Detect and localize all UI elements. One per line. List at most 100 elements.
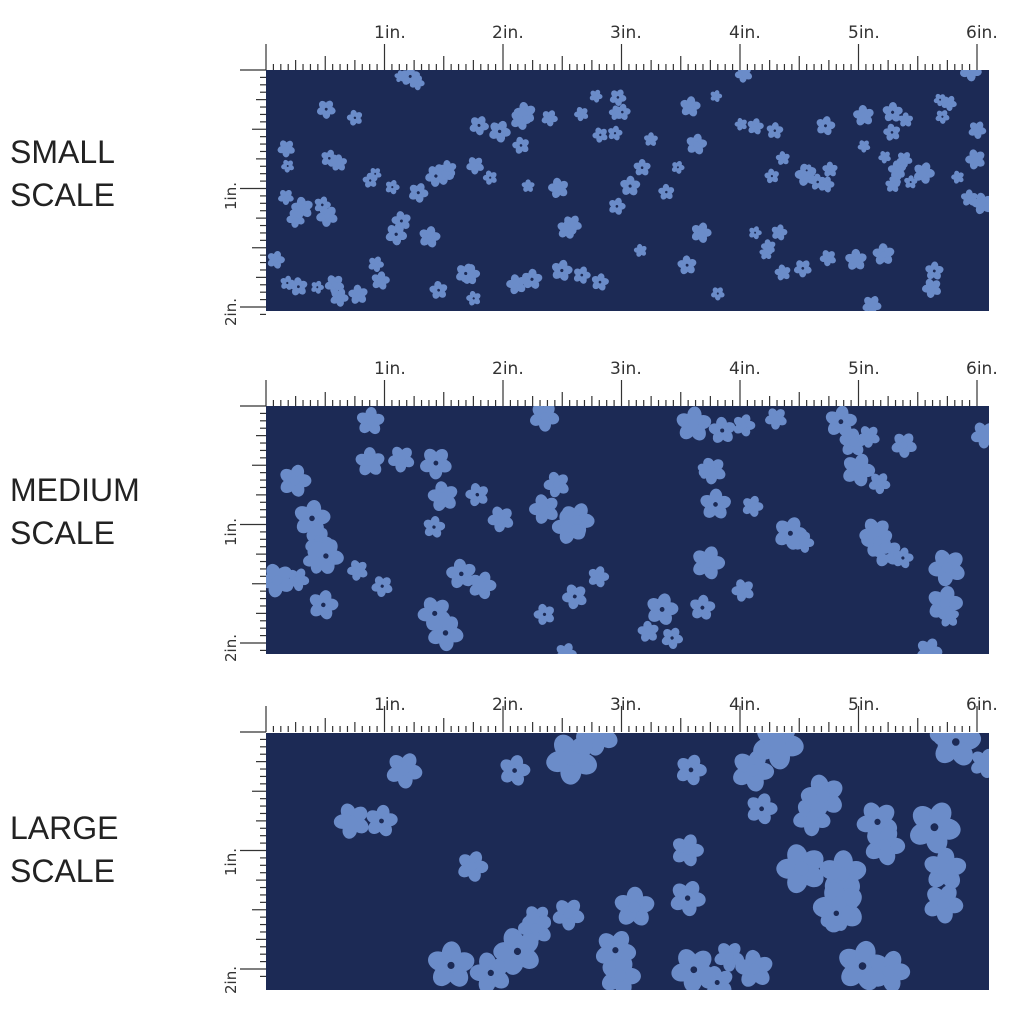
ruler: 1in. 2in. 3in. 4in. 5in. 6in. 1in. 1in. … <box>222 695 998 994</box>
flower-motif <box>735 949 773 987</box>
ruler: 1in. 2in. 3in. 4in. 5in. 6in. 1in. 2in. <box>222 359 998 662</box>
flower-pattern <box>267 70 989 311</box>
flower-motif <box>843 453 876 487</box>
flower-motif <box>693 546 726 580</box>
flower-motif <box>429 280 448 299</box>
scale-label: MEDIUM SCALE <box>10 469 140 555</box>
flower-motif <box>825 406 857 437</box>
ruler-label-3in: 3in. <box>610 695 642 715</box>
flower-motif <box>348 284 368 304</box>
flower-motif <box>589 89 603 103</box>
flower-motif <box>898 112 913 127</box>
flower-motif <box>672 834 704 867</box>
flower-motif <box>511 109 532 130</box>
flower-motif <box>700 488 731 519</box>
ruler-label-6in: 6in. <box>966 695 998 715</box>
flower-motif <box>330 288 349 307</box>
ruler-label-3in: 3in. <box>610 359 642 379</box>
flower-motif <box>861 525 893 557</box>
flower-motif <box>933 93 947 107</box>
flower-motif <box>690 594 716 620</box>
flower-motif <box>620 175 641 196</box>
scale-label-line1: LARGE <box>10 810 119 846</box>
flower-motif <box>747 118 764 135</box>
flower-motif <box>601 955 641 990</box>
panel-medium-scale: MEDIUM SCALE 1in. 2in. 3in. 4in. 5in. 6i… <box>0 336 1024 662</box>
flower-motif <box>427 941 475 987</box>
flower-motif <box>819 895 855 931</box>
flower-motif <box>614 886 655 926</box>
fabric-swatch <box>266 733 989 990</box>
ruler: 1in. 2in. 3in. 4in. 5in. 6in. 1in. 2in. <box>222 23 998 326</box>
flower-motif <box>800 774 843 818</box>
flower-motif <box>816 116 836 136</box>
flower-motif <box>928 586 963 621</box>
flower-motif <box>409 183 429 203</box>
scale-label-line2: SCALE <box>10 853 115 889</box>
flower-motif <box>676 754 707 786</box>
ruler-label-1in: 1in. <box>374 359 406 379</box>
ruler-label-5in: 5in. <box>848 23 880 43</box>
flower-motif <box>466 157 484 175</box>
flower-motif <box>324 275 345 295</box>
flower-motif <box>676 406 712 441</box>
flower-motif <box>637 620 659 642</box>
ruler-vlabel-1in-large: 1in. <box>222 848 240 876</box>
flower-motif <box>465 483 488 507</box>
flower-motif <box>521 179 535 192</box>
ruler-label-4in: 4in. <box>729 695 761 715</box>
flower-motif <box>609 89 627 106</box>
flower-motif <box>869 950 911 990</box>
ruler-label-4in: 4in. <box>729 359 761 379</box>
flower-motif <box>456 263 477 284</box>
flower-motif <box>552 899 585 931</box>
flower-motif <box>388 446 415 473</box>
ruler-vlabel-2in: 2in. <box>222 966 240 994</box>
flower-motif <box>469 571 497 600</box>
flower-motif <box>909 802 961 854</box>
flower-motif <box>346 109 363 126</box>
flower-motif <box>731 579 754 602</box>
flower-motif <box>423 516 446 538</box>
flower-motif <box>309 539 344 574</box>
flower-motif <box>734 117 747 131</box>
flower-motif <box>868 473 891 495</box>
flower-motif <box>562 215 582 235</box>
flower-motif <box>800 164 814 178</box>
flower-motif <box>466 290 481 306</box>
flower-motif <box>294 500 331 536</box>
flower-motif <box>771 224 788 241</box>
flower-motif <box>543 471 569 498</box>
flower-motif <box>291 196 313 219</box>
ruler-label-1in: 1in. <box>374 695 406 715</box>
flower-motif <box>281 159 294 173</box>
flower-motif <box>633 158 651 176</box>
flower-motif <box>588 566 610 588</box>
flower-motif <box>267 250 285 269</box>
scale-label-line1: SMALL <box>10 134 115 170</box>
flower-motif <box>924 884 964 924</box>
flower-motif <box>670 881 706 917</box>
ruler-label-3in: 3in. <box>610 23 642 43</box>
flower-motif <box>893 547 914 569</box>
flower-motif <box>314 196 331 214</box>
flower-motif <box>764 168 779 184</box>
flower-motif <box>904 175 918 189</box>
flower-motif <box>362 172 378 188</box>
flower-motif <box>960 70 982 82</box>
flower-motif <box>742 495 764 517</box>
flower-motif <box>446 558 476 589</box>
flower-motif <box>278 189 294 206</box>
flower-motif <box>574 106 589 122</box>
flower-motif <box>333 803 369 839</box>
flower-motif <box>647 593 679 625</box>
flower-motif <box>878 151 891 164</box>
ruler-vlabel-2in: 2in. <box>222 298 240 326</box>
flower-motif <box>633 243 647 257</box>
flower-motif <box>512 136 529 154</box>
flower-motif <box>371 576 393 598</box>
fabric-swatch <box>266 406 989 654</box>
flower-motif <box>793 260 812 278</box>
fabric-swatch <box>266 70 989 311</box>
flower-motif <box>733 414 756 437</box>
